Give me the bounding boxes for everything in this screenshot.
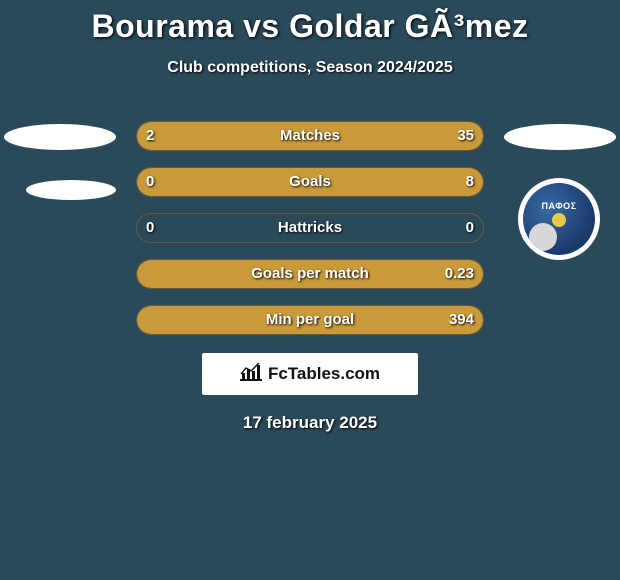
infographic-container: Bourama vs Goldar GÃ³mez Club competitio… (0, 0, 620, 433)
stat-row: 00Hattricks (0, 213, 620, 243)
stat-row: 235Matches (0, 121, 620, 151)
stat-row: 394Min per goal (0, 305, 620, 335)
stat-metric-label: Goals (136, 167, 484, 197)
page-subtitle: Club competitions, Season 2024/2025 (0, 59, 620, 77)
stat-metric-label: Matches (136, 121, 484, 151)
stat-row: 0.23Goals per match (0, 259, 620, 289)
brand-box: FcTables.com (202, 353, 418, 395)
chart-icon (240, 363, 262, 386)
stat-metric-label: Hattricks (136, 213, 484, 243)
page-title: Bourama vs Goldar GÃ³mez (0, 8, 620, 45)
stat-metric-label: Goals per match (136, 259, 484, 289)
stat-metric-label: Min per goal (136, 305, 484, 335)
brand-text: FcTables.com (268, 364, 380, 384)
footer-date: 17 february 2025 (0, 413, 620, 433)
stat-row: 08Goals (0, 167, 620, 197)
stats-table: 235Matches 08Goals 00Hattricks 0.23Goals pe… (0, 121, 620, 335)
